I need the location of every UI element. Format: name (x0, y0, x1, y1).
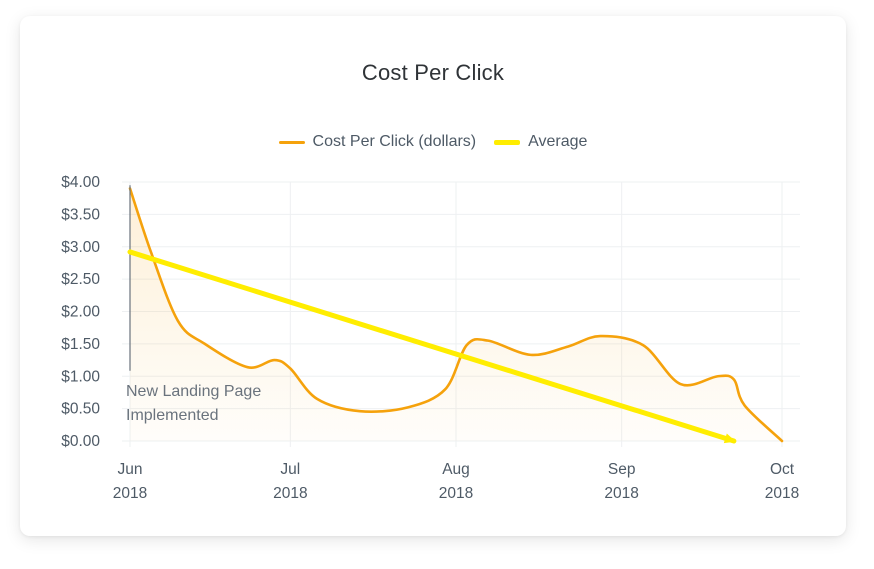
x-tick-label-month: Jul (280, 461, 300, 478)
legend-item-average[interactable]: Average (494, 133, 587, 151)
y-tick-label: $1.00 (61, 368, 100, 385)
cpc-area-fill (130, 188, 782, 441)
chart-legend: Cost Per Click (dollars) Average (20, 133, 846, 151)
legend-swatch-cost-per-click (278, 140, 305, 144)
x-tick-label-month: Jun (118, 461, 143, 478)
series-line-cost-per-click (128, 187, 784, 443)
y-tick-label: $0.00 (61, 433, 100, 450)
y-tick-label: $1.50 (61, 336, 100, 353)
x-tick-label-month: Oct (770, 461, 795, 478)
y-tick-label: $2.00 (61, 304, 100, 321)
series-line-average (127, 249, 737, 444)
y-tick-label: $4.00 (61, 174, 100, 191)
annotation-label-line1: New Landing Page (126, 383, 261, 400)
x-tick-label-year: 2018 (765, 485, 799, 502)
legend-label-cost-per-click: Cost Per Click (dollars) (312, 133, 477, 150)
x-tick-label-month: Aug (442, 461, 470, 478)
x-tick-label-year: 2018 (604, 485, 638, 502)
x-tick-label-year: 2018 (273, 485, 307, 502)
legend-swatch-average (494, 139, 521, 145)
y-tick-label: $0.50 (61, 401, 100, 418)
annotation-label-line2: Implemented (126, 407, 219, 424)
legend-item-cost-per-click[interactable]: Cost Per Click (dollars) (278, 133, 477, 151)
y-tick-label: $3.00 (61, 239, 100, 256)
y-tick-label: $3.50 (61, 206, 100, 223)
legend-label-average: Average (528, 133, 588, 150)
y-tick-label: $2.50 (61, 271, 100, 288)
average-arrowhead (723, 433, 736, 444)
chart-title: Cost Per Click (361, 60, 505, 85)
x-tick-label-month: Sep (608, 461, 636, 478)
x-tick-label-year: 2018 (439, 485, 473, 502)
x-tick-label-year: 2018 (113, 485, 147, 502)
